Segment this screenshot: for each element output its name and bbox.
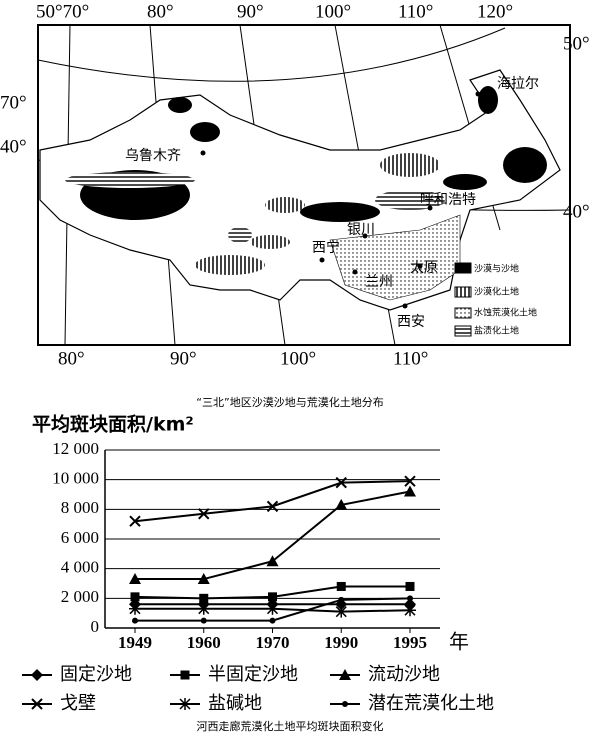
degree-label: 90° [237,1,264,22]
legend-label: 戈壁 [60,693,96,714]
degree-label: 50°70° [36,1,89,22]
legend-label: 半固定沙地 [208,664,298,685]
city-label: 兰州 [365,274,393,290]
marker [132,617,138,624]
marker [197,602,210,615]
degree-label: 40° [563,201,590,222]
city-label: 银川 [347,222,375,238]
marker [266,500,279,513]
map-legend: 沙漠与沙地 沙漠化土地 水蚀荒漠化土地 盐渍化土地 [454,262,537,337]
marker [130,592,140,602]
degree-labels: 50°70° 80° 90° 100° 110° 120° 70° 40° 50… [0,1,590,369]
map-caption: “三北”地区沙漠沙地与荒漠化土地分布 [196,395,383,409]
marker [266,602,279,615]
degree-label: 70° [0,92,27,113]
x-tick-label: 1995 [393,633,427,652]
degree-label: 90° [170,348,197,369]
marker [404,604,416,617]
degree-label: 100° [280,348,316,369]
marker [338,596,345,603]
marker [339,669,351,680]
marker [179,698,191,710]
chart-caption: 河西走廊荒漠化土地平均斑块面积变化 [197,719,384,733]
city-label: 西安 [397,314,425,330]
map: 沙漠与沙地 沙漠化土地 水蚀荒漠化土地 盐渍化土地 乌鲁木齐 海拉尔 呼和浩特 … [0,1,590,409]
degree-label: 120° [477,1,513,22]
legend-label: 盐碱地 [208,693,262,714]
marker [180,670,190,680]
legend-label: 流动沙地 [368,664,440,685]
city-label: 太原 [410,260,438,276]
city-label: 呼和浩特 [420,192,476,208]
city-label: 西宁 [312,239,340,256]
map-legend-label: 水蚀荒漠化土地 [474,307,537,319]
x-axis-unit: 年 [449,630,469,654]
marker [405,581,415,591]
marker [197,573,210,585]
x-tick-label: 1960 [187,633,221,652]
marker [407,595,413,602]
marker [129,602,141,615]
legend-label: 固定沙地 [60,664,132,685]
legend-label: 潜在荒漠化土地 [368,693,494,714]
y-axis-label: 平均斑块面积/km² [32,413,194,436]
marker [200,617,207,624]
x-tick-label: 1949 [118,633,152,652]
marker [129,573,141,585]
marker [198,508,210,520]
marker [266,555,279,567]
y-tick-label: 2 000 [61,587,99,606]
marker [129,515,141,527]
line-chart: 0 2 000 4 000 6 000 8 000 10 000 12 000 1949 196… [22,439,494,714]
degree-label: 100° [315,1,351,22]
y-tick-label: 8 000 [61,498,99,517]
degree-label: 80° [147,1,174,22]
map-legend-label: 沙漠化土地 [474,286,519,298]
marker [335,605,348,618]
map-areas [65,86,547,301]
y-tick-label: 10 000 [52,469,99,488]
map-legend-label: 盐渍化土地 [474,325,519,337]
y-tick-label: 4 000 [61,558,99,577]
degree-label: 50° [563,33,590,54]
city-label: 海拉尔 [497,76,539,92]
series-line [134,480,411,523]
degree-label: 80° [58,348,85,369]
x-tick-label: 1970 [256,633,290,652]
y-tick-label: 0 [91,617,100,636]
marker [335,498,348,510]
marker [199,593,209,603]
marker [404,485,416,497]
marker [268,592,277,602]
marker [31,698,43,710]
marker [342,701,348,707]
city-label: 乌鲁木齐 [125,148,181,164]
x-tick-label: 1990 [324,633,358,652]
marker [31,669,43,681]
degree-label: 40° [0,136,27,157]
map-legend-label: 沙漠与沙地 [474,263,519,275]
degree-label: 110° [393,348,428,369]
y-tick-label: 6 000 [61,528,99,547]
y-tick-label: 12 000 [52,439,99,458]
marker [335,476,347,489]
marker [269,617,276,624]
cities: 乌鲁木齐 海拉尔 呼和浩特 银川 西宁 兰州 太原 西安 [125,76,539,330]
degree-label: 110° [398,1,433,22]
marker [404,475,416,487]
marker [336,581,346,591]
